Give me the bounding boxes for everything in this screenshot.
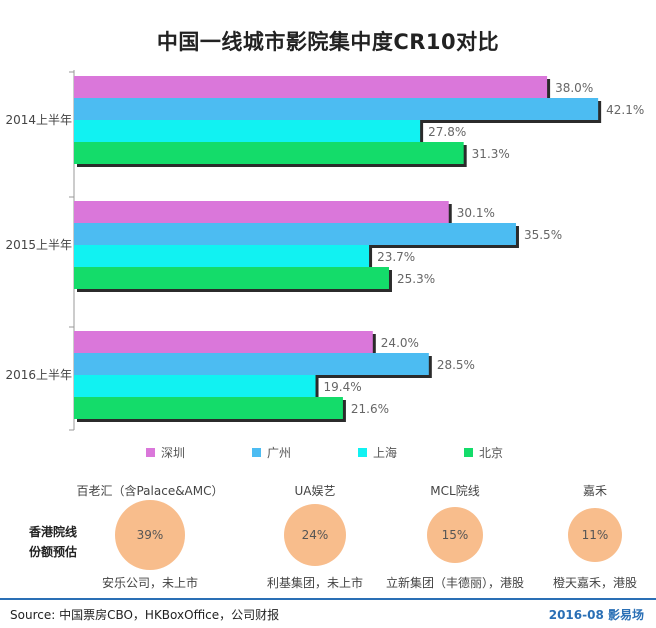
chart-title: 中国一线城市影院集中度CR10对比 — [156, 30, 500, 54]
bar-广州-2016上半年 — [74, 353, 429, 375]
hk-cinema-name: 百老汇（含Palace&AMC） — [76, 484, 224, 498]
bar-北京-2016上半年 — [74, 397, 343, 419]
hk-share-circle: 24% — [283, 503, 347, 567]
legend-swatch — [358, 448, 367, 457]
hk-share-circle: 11% — [568, 508, 622, 562]
legend-item-上海: 上海 — [358, 444, 397, 461]
hk-share-circle: 15% — [426, 506, 484, 564]
hk-cinema-name: MCL院线 — [430, 484, 480, 498]
legend-swatch — [146, 448, 155, 457]
hk-cinema-name: UA娱艺 — [294, 484, 336, 498]
bar-广州-2014上半年 — [74, 98, 599, 120]
hk-owner-note: 立新集团（丰德丽），港股 — [385, 576, 524, 590]
bar-value-label: 42.1% — [606, 103, 644, 117]
hk-row-label-line1: 香港院线 — [28, 525, 77, 539]
legend-item-广州: 广州 — [252, 444, 291, 461]
bar-value-label: 27.8% — [428, 125, 466, 139]
bar-value-label: 23.7% — [377, 250, 415, 264]
bar-value-label: 21.6% — [351, 402, 389, 416]
legend-label: 深圳 — [161, 446, 186, 460]
bar-value-label: 24.0% — [381, 336, 419, 350]
legend-item-北京: 北京 — [464, 444, 503, 461]
brand-label: 2016-08 影易场 — [548, 608, 644, 622]
hk-owner-note: 安乐公司，未上市 — [101, 576, 198, 590]
bar-value-label: 38.0% — [555, 81, 593, 95]
legend-label: 上海 — [373, 446, 398, 460]
source-note: Source: 中国票房CBO，HKBoxOffice，公司财报 — [10, 608, 280, 622]
bar-深圳-2014上半年 — [74, 76, 548, 98]
legend-item-深圳: 深圳 — [146, 444, 185, 461]
bar-广州-2015上半年 — [74, 223, 516, 245]
bar-北京-2014上半年 — [74, 142, 464, 164]
legend-label: 北京 — [479, 446, 504, 460]
hk-cinema-name: 嘉禾 — [582, 484, 607, 498]
bar-上海-2014上半年 — [74, 120, 421, 142]
bar-value-label: 30.1% — [457, 206, 495, 220]
bar-value-label: 35.5% — [524, 228, 562, 242]
chart-legend: 深圳 广州 上海 北京 — [146, 444, 566, 462]
hk-share-row-label: 香港院线 份额预估 — [14, 522, 92, 562]
legend-swatch — [464, 448, 473, 457]
category-label: 2014上半年 — [5, 113, 72, 127]
bar-北京-2015上半年 — [74, 267, 389, 289]
legend-swatch — [252, 448, 261, 457]
category-label: 2015上半年 — [5, 238, 72, 252]
bar-value-label: 28.5% — [437, 358, 475, 372]
bar-深圳-2015上半年 — [74, 201, 449, 223]
bar-chart: 2014上半年 38.0% 42.1% 27.8% 31.3% 2015上半年 30.1% 3… — [5, 70, 644, 431]
bar-value-label: 25.3% — [397, 272, 435, 286]
bar-value-label: 31.3% — [472, 147, 510, 161]
bar-上海-2015上半年 — [74, 245, 370, 267]
footer-divider — [0, 598, 656, 600]
hk-owner-note: 利基集团，未上市 — [266, 576, 363, 590]
legend-label: 广州 — [267, 446, 292, 460]
hk-share-circle: 39% — [115, 500, 185, 570]
hk-row-label-line2: 份额预估 — [28, 545, 77, 559]
bar-深圳-2016上半年 — [74, 331, 373, 353]
hk-owner-note: 橙天嘉禾，港股 — [552, 576, 637, 590]
category-label: 2016上半年 — [5, 368, 72, 382]
bar-上海-2016上半年 — [74, 375, 316, 397]
bar-value-label: 19.4% — [324, 380, 362, 394]
